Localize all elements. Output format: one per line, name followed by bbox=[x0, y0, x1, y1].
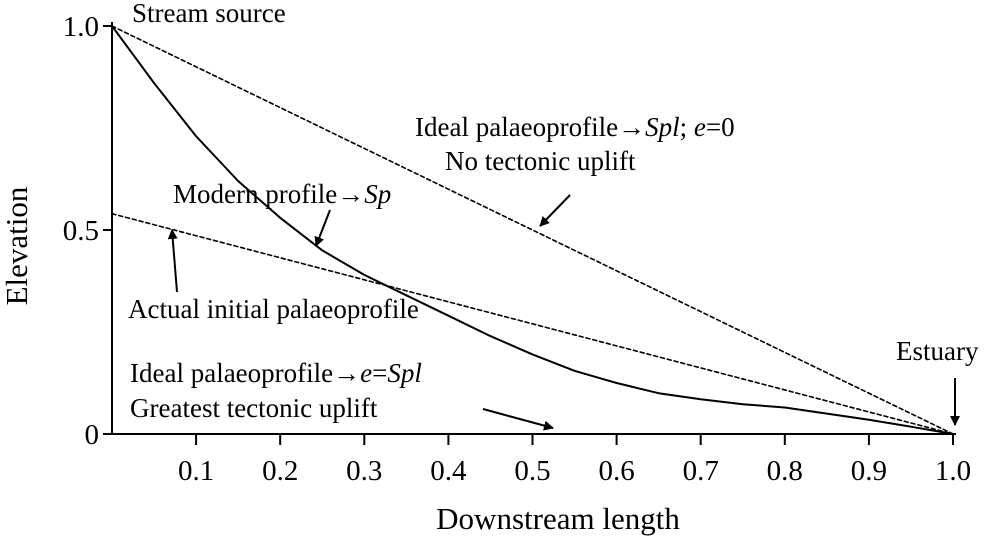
x-tick-label: 0.1 bbox=[178, 455, 214, 487]
arrow-ideal-greatest-uplift bbox=[482, 408, 554, 431]
series-ideal-no-uplift-line bbox=[111, 25, 954, 435]
y-ticks: 0 0.5 1.0 bbox=[63, 11, 112, 451]
x-tick-label: 0.4 bbox=[430, 455, 467, 487]
y-axis-label: Elevation bbox=[0, 186, 34, 305]
x-tick-label: 0.8 bbox=[767, 455, 803, 487]
annotation-ideal-greatest-uplift-line1: Ideal palaeoprofile→e=Spl bbox=[130, 358, 422, 388]
x-tick-label: 0.5 bbox=[514, 455, 550, 487]
annotation-ideal-no-uplift-line1: Ideal palaeoprofile→Spl; e=0 bbox=[415, 112, 735, 142]
x-tick-label: 1.0 bbox=[935, 455, 971, 487]
x-ticks: 0.1 0.2 0.3 0.4 0.5 0.6 0.7 0.8 0.9 1.0 bbox=[178, 434, 971, 487]
annotation-ideal-greatest-uplift-line2: Greatest tectonic uplift bbox=[130, 393, 378, 423]
arrow-ideal-no-uplift bbox=[539, 194, 571, 227]
x-tick-label: 0.9 bbox=[851, 455, 887, 487]
series-layer bbox=[111, 25, 954, 435]
series-actual-initial-line bbox=[111, 212, 954, 435]
annotation-modern-profile: Modern profile→Sp bbox=[173, 179, 391, 209]
x-tick-label: 0.6 bbox=[598, 455, 634, 487]
arrow-actual-initial bbox=[167, 229, 178, 293]
annotation-stream-source: Stream source bbox=[132, 0, 286, 28]
x-tick-label: 0.2 bbox=[262, 455, 298, 487]
annotation-estuary: Estuary bbox=[896, 336, 979, 366]
y-tick-label: 0 bbox=[85, 419, 100, 451]
x-tick-label: 0.3 bbox=[346, 455, 382, 487]
y-tick-label: 0.5 bbox=[63, 215, 99, 247]
annotations: Stream source Ideal palaeoprofile→Spl; e… bbox=[128, 0, 979, 431]
y-tick-label: 1.0 bbox=[63, 11, 99, 43]
annotation-actual-initial-palaeoprofile: Actual initial palaeoprofile bbox=[128, 294, 419, 324]
axes bbox=[111, 22, 956, 435]
annotation-ideal-no-uplift-line2: No tectonic uplift bbox=[445, 146, 636, 176]
x-axis-label: Downstream length bbox=[436, 501, 680, 536]
series-modern-profile-line bbox=[111, 25, 954, 435]
arrow-modern-profile bbox=[314, 209, 331, 247]
x-tick-label: 0.7 bbox=[683, 455, 719, 487]
